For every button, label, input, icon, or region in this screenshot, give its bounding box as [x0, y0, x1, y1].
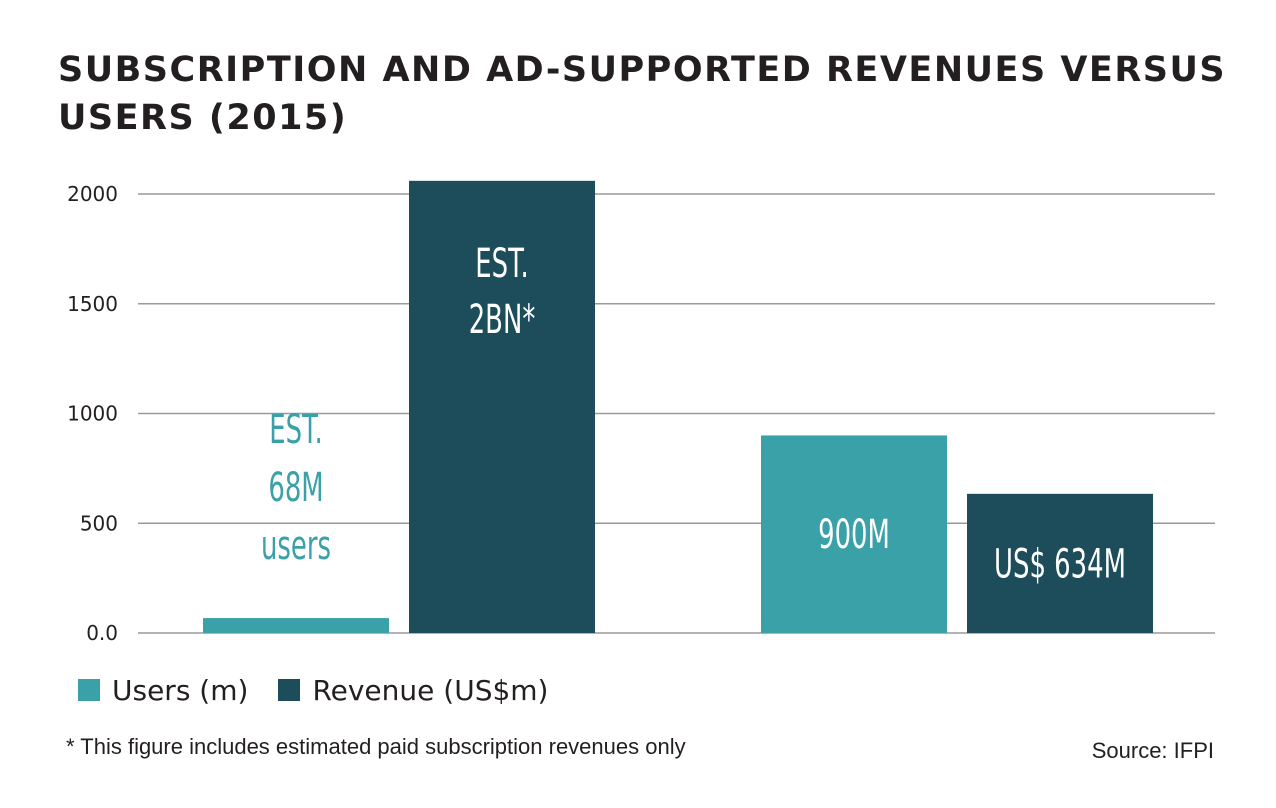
legend-item-revenue: Revenue (US$m) [278, 674, 548, 707]
chart-title: SUBSCRIPTION AND AD-SUPPORTED REVENUES V… [58, 50, 1227, 138]
y-tick-label: 2000 [67, 182, 118, 206]
bar [761, 435, 947, 633]
bar-chart: 0.0 500 1000 1500 2000 EST. 68M users EST. 2BN* 9… [67, 180, 1215, 645]
footnote: * This figure includes estimated paid su… [66, 734, 686, 759]
bar-data-label: 68M [268, 465, 323, 511]
y-tick-label: 1000 [67, 402, 118, 426]
legend-swatch-users [78, 679, 100, 701]
bar-data-label: 900M [818, 513, 890, 559]
legend: Users (m) Revenue (US$m) [78, 668, 564, 712]
bars [203, 180, 1153, 633]
bar [409, 180, 595, 633]
bar-data-label: US$ 634M [994, 542, 1126, 588]
bar-data-label: users [261, 523, 331, 569]
bar-labels: EST. 68M users EST. 2BN* 900M US$ 634M [261, 241, 1126, 587]
legend-label-users: Users (m) [112, 673, 249, 707]
bar-data-label: EST. [475, 241, 528, 287]
bar [967, 493, 1153, 633]
legend-label-revenue: Revenue (US$m) [312, 673, 549, 707]
legend-item-users: Users (m) [78, 674, 248, 707]
y-tick-label: 1500 [67, 292, 118, 316]
y-tick-label: 500 [80, 511, 118, 535]
bar [203, 618, 389, 633]
y-axis-tick-labels: 0.0 500 1000 1500 2000 [67, 182, 118, 645]
bar-data-label: EST. [269, 407, 322, 453]
source-note: Source: IFPI [1091, 738, 1214, 763]
y-tick-label: 0.0 [86, 621, 118, 645]
bar-data-label: 2BN* [469, 297, 536, 343]
legend-swatch-revenue [278, 679, 301, 701]
